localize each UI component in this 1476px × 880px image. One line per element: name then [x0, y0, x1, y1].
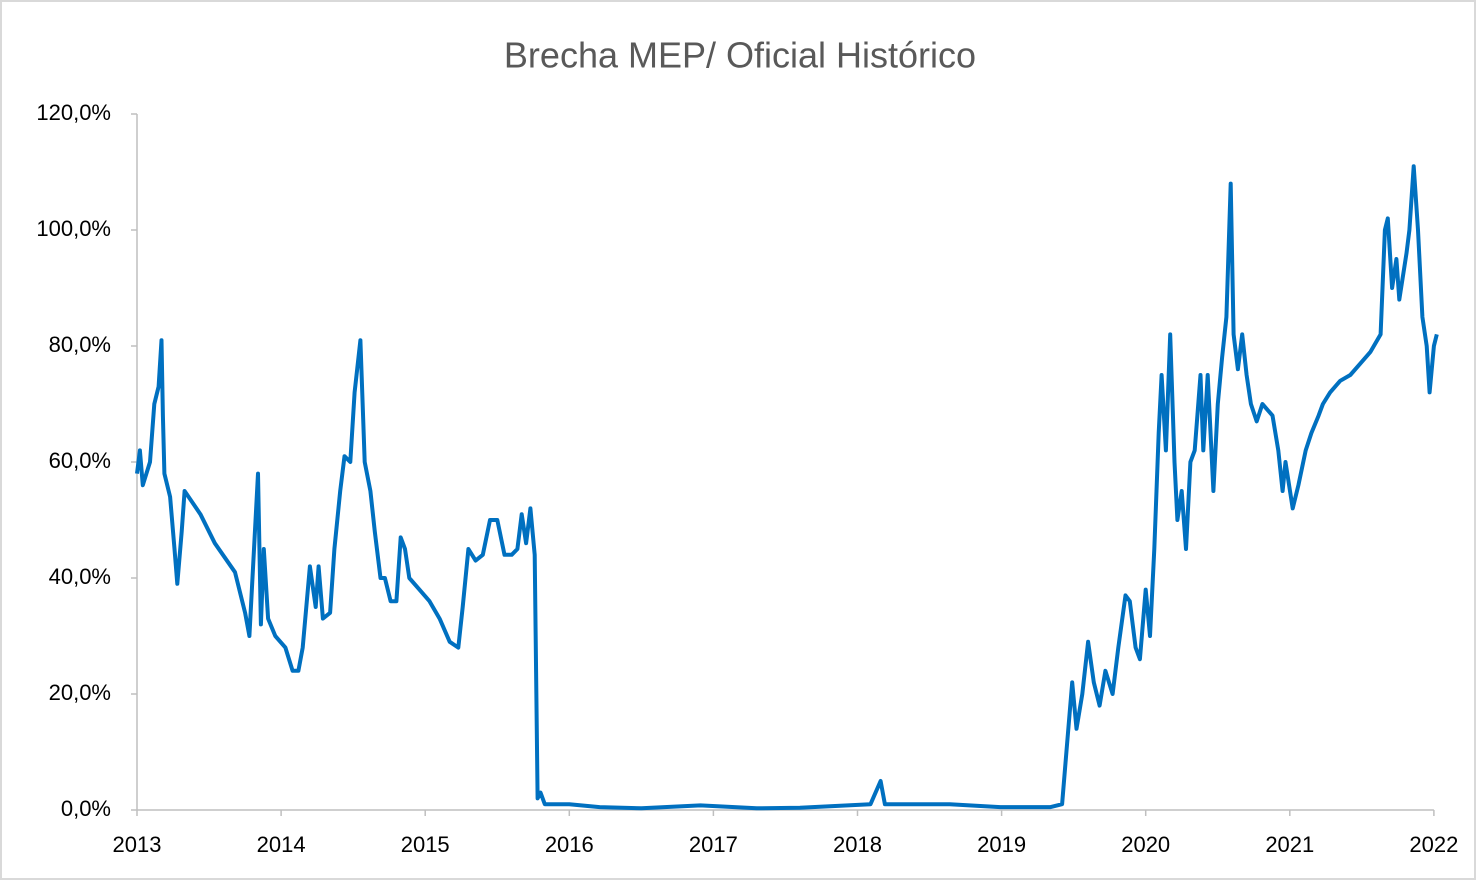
data-line — [135, 164, 1439, 811]
x-tick-label: 2017 — [689, 832, 738, 857]
y-tick-label: 60,0% — [49, 448, 111, 473]
x-tick-label: 2013 — [113, 832, 162, 857]
y-tick-label: 100,0% — [36, 216, 111, 241]
x-tick-label: 2018 — [833, 832, 882, 857]
y-tick-label: 120,0% — [36, 100, 111, 125]
x-tick-label: 2022 — [1409, 832, 1458, 857]
x-tick-label: 2021 — [1265, 832, 1314, 857]
y-tick-label: 40,0% — [49, 564, 111, 589]
y-tick-label: 0,0% — [61, 796, 111, 821]
y-tick-label: 20,0% — [49, 680, 111, 705]
y-tick-label: 80,0% — [49, 332, 111, 357]
chart-title: Brecha MEP/ Oficial Histórico — [504, 35, 976, 76]
x-tick-label: 2016 — [545, 832, 594, 857]
x-tick-label: 2019 — [977, 832, 1026, 857]
x-tick-label: 2014 — [257, 832, 306, 857]
x-tick-label: 2020 — [1121, 832, 1170, 857]
x-tick-label: 2015 — [401, 832, 450, 857]
